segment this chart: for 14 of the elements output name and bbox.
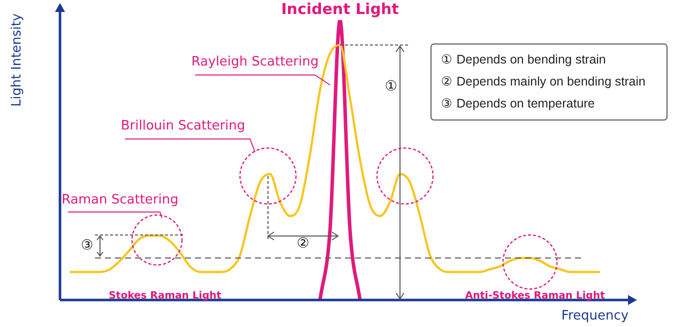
annotation: Rayleigh Scattering [191,54,319,70]
annotation: Anti-Stokes Raman Light [465,290,606,302]
annotation: ① [384,78,398,95]
y-axis-title: Light Intensity [9,13,24,107]
x-axis-title: Frequency [561,308,629,324]
annotation: ① Depends on bending strain [441,52,606,66]
annotation: Stokes Raman Light [108,290,222,302]
annotation: ③ [80,238,94,254]
annotation: ③ Depends on temperature [441,96,595,110]
series-label: Incident Light [281,0,399,18]
annotation: Brillouin Scattering [120,118,246,134]
annotation: ② Depends mainly on bending strain [441,74,646,88]
annotation: Raman Scattering [62,192,178,208]
annotation: ② [296,236,310,252]
